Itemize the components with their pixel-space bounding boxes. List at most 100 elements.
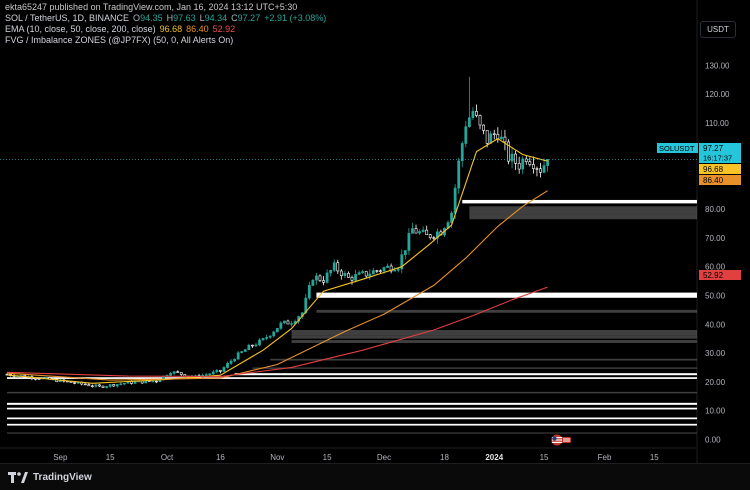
ema50-tag: 86.40 bbox=[703, 176, 724, 185]
x-tick-label: 15 bbox=[323, 453, 332, 462]
ema-line bbox=[6, 190, 548, 381]
candle-body bbox=[539, 168, 542, 173]
candle-body bbox=[122, 382, 126, 385]
ema50-tag-bg bbox=[699, 175, 741, 185]
candle-body bbox=[332, 262, 336, 271]
ema-legend[interactable]: EMA (10, close, 50, close, 200, close) 9… bbox=[5, 24, 235, 34]
close-value: 97.27 bbox=[237, 13, 261, 23]
ema50-value: 86.40 bbox=[186, 24, 209, 34]
candle-body bbox=[421, 229, 425, 232]
candle-body bbox=[268, 335, 272, 338]
y-tick-label: 20.00 bbox=[705, 378, 726, 387]
candle-body bbox=[389, 265, 393, 272]
candle-body bbox=[133, 381, 137, 384]
candle-body bbox=[318, 275, 322, 281]
candle-body bbox=[514, 153, 518, 164]
symbol-tag-bg bbox=[657, 143, 698, 153]
candle-body bbox=[411, 228, 414, 234]
fvg-zone bbox=[252, 367, 698, 369]
candle-body bbox=[112, 384, 116, 387]
fvg-zone bbox=[469, 206, 697, 215]
candle-body bbox=[453, 187, 457, 214]
candle-body bbox=[315, 275, 318, 281]
candle-body bbox=[115, 384, 119, 387]
candle-body bbox=[34, 378, 37, 380]
candle-body bbox=[386, 265, 389, 268]
candle-body bbox=[485, 130, 489, 144]
x-tick-label: 15 bbox=[650, 453, 659, 462]
ema-title: EMA (10, close, 50, close, 200, close) bbox=[5, 24, 156, 34]
candle-body bbox=[73, 382, 76, 384]
currency-button[interactable]: USDT bbox=[700, 21, 736, 38]
candle-body bbox=[364, 271, 368, 277]
tradingview-brand[interactable]: TradingView bbox=[8, 471, 92, 483]
y-tick-label: 30.00 bbox=[705, 349, 726, 358]
fvg-zone bbox=[7, 377, 697, 379]
last-price-tag: 97.27 bbox=[703, 144, 724, 153]
candle-body bbox=[464, 126, 468, 144]
candle-body bbox=[329, 270, 333, 274]
candle-body bbox=[154, 380, 158, 383]
candle-body bbox=[179, 372, 183, 375]
candle-body bbox=[425, 229, 429, 235]
candle-body bbox=[418, 231, 421, 234]
open-value: 94.35 bbox=[140, 13, 163, 23]
candle-body bbox=[105, 386, 108, 388]
candle-body bbox=[521, 158, 525, 170]
symbol-legend[interactable]: SOL / TetherUS, 1D, BINANCE O 94.35 H 97.6… bbox=[5, 13, 326, 23]
brand-name: TradingView bbox=[33, 471, 92, 483]
ema10-value: 96.68 bbox=[159, 24, 183, 34]
candle-body bbox=[286, 320, 290, 325]
candle-body bbox=[208, 373, 212, 376]
fvg-zone bbox=[316, 309, 697, 313]
candle-body bbox=[211, 371, 215, 375]
y-tick-label: 60.00 bbox=[705, 263, 726, 272]
ema200-tag-bg bbox=[699, 270, 741, 280]
candle-body bbox=[517, 163, 521, 170]
candle-body bbox=[243, 349, 247, 352]
price-axis[interactable]: 0.00 10.00 20.00 30.00 40.00 50.00 60.00 70.00 8… bbox=[705, 61, 730, 444]
x-tick-label: Oct bbox=[161, 453, 174, 462]
candle-body bbox=[403, 250, 407, 256]
x-tick-label: 15 bbox=[540, 453, 549, 462]
candle-body bbox=[368, 273, 372, 277]
candle-body bbox=[354, 274, 357, 281]
us-flag-icon[interactable] bbox=[551, 434, 572, 446]
candle-body bbox=[492, 133, 496, 135]
candle-body bbox=[467, 117, 471, 127]
candle-body bbox=[151, 380, 155, 383]
fvg-zone bbox=[270, 358, 697, 361]
fvg-zone bbox=[291, 335, 697, 339]
fvg-legend[interactable]: FVG / Imbalance ZONES (@JP7FX) (50, 0, A… bbox=[5, 35, 234, 45]
candle-body bbox=[87, 384, 91, 387]
candle-body bbox=[478, 115, 482, 126]
fvg-zone bbox=[7, 417, 697, 420]
candle-body bbox=[222, 367, 226, 372]
fvg-zone bbox=[234, 373, 698, 376]
time-axis[interactable]: Sep 15 Oct 16 Nov 15 Dec 18 2024 15 Feb 15 bbox=[53, 453, 659, 462]
candle-body bbox=[528, 161, 532, 165]
candle-body bbox=[98, 384, 101, 387]
fvg-zone bbox=[7, 391, 697, 394]
candle-body bbox=[375, 270, 379, 272]
candle-body bbox=[499, 136, 503, 140]
symbol-tag: SOLUSDT bbox=[659, 144, 695, 153]
candle-body bbox=[140, 380, 144, 384]
candle-body bbox=[336, 262, 340, 272]
candle-body bbox=[254, 344, 258, 347]
candle-body bbox=[304, 297, 308, 314]
fvg-zones bbox=[7, 199, 698, 434]
y-tick-label: 110.00 bbox=[705, 119, 729, 128]
open-label: O bbox=[133, 13, 141, 23]
candle-body bbox=[283, 320, 286, 324]
candle-body bbox=[546, 159, 550, 166]
candle-body bbox=[524, 158, 528, 163]
candle-body bbox=[247, 344, 251, 350]
x-tick-label: Sep bbox=[53, 453, 68, 462]
candle-body bbox=[119, 383, 123, 385]
candle-body bbox=[343, 273, 347, 276]
candle-body bbox=[450, 212, 453, 223]
candle-body bbox=[428, 234, 432, 238]
fvg-zone bbox=[7, 402, 697, 405]
